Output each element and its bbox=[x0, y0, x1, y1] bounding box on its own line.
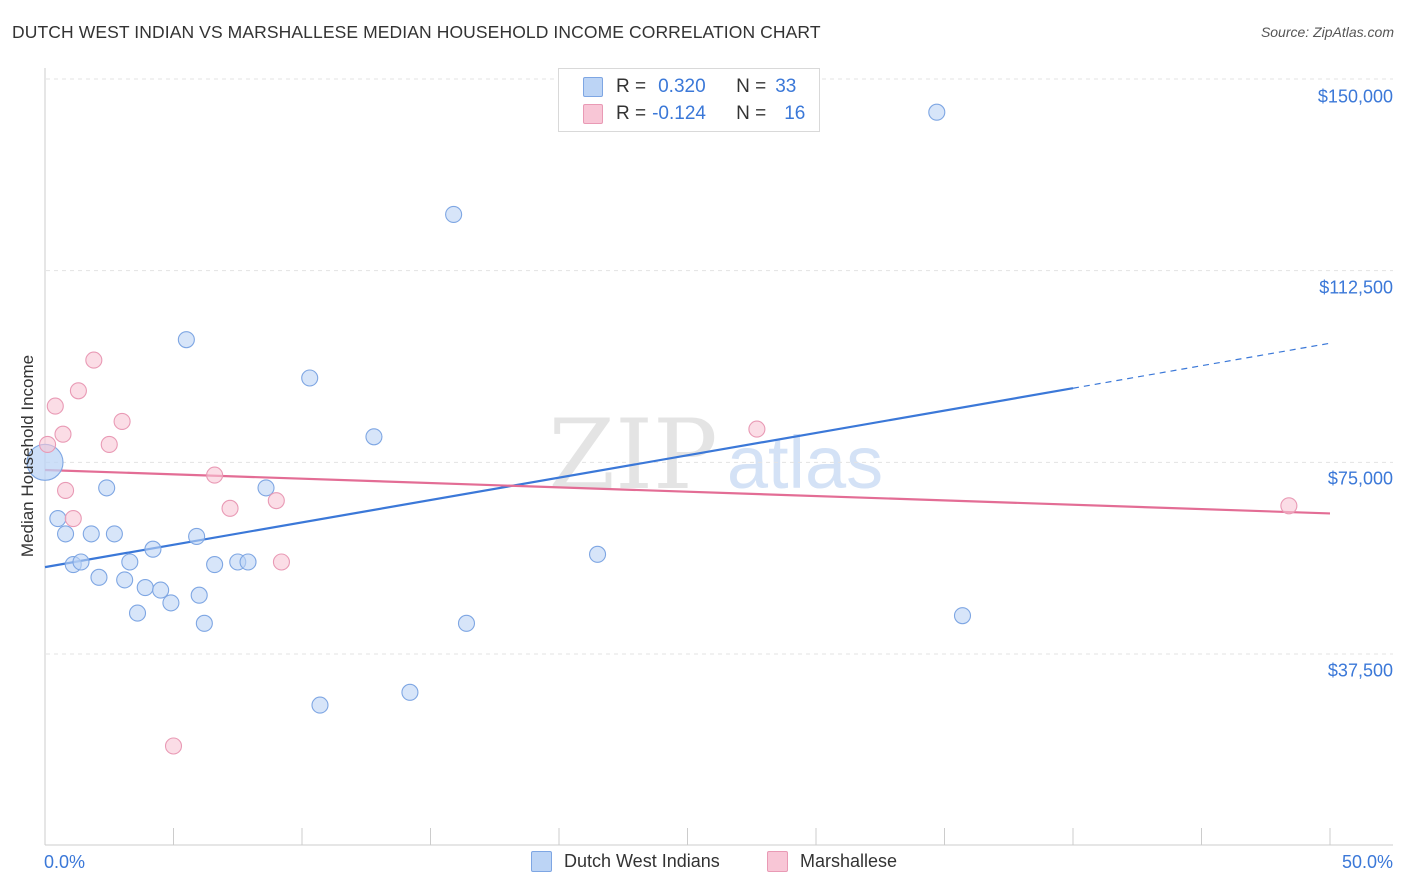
data-point-dutch-west-indians bbox=[162, 594, 180, 612]
y-tick-label: $75,000 bbox=[1327, 468, 1393, 489]
data-point-dutch-west-indians bbox=[57, 525, 75, 543]
data-point-marshallese bbox=[39, 435, 57, 453]
bottom-legend-dutch-west-indians: Dutch West Indians bbox=[531, 851, 720, 872]
data-point-marshallese bbox=[113, 412, 131, 430]
data-point-dutch-west-indians bbox=[121, 553, 139, 571]
legend-n-label: N = bbox=[736, 103, 767, 124]
data-point-dutch-west-indians bbox=[98, 479, 116, 497]
y-tick-label: $112,500 bbox=[1319, 277, 1393, 298]
trend-line-dutch-west-indians bbox=[44, 387, 1074, 569]
x-tick-label-min: 0.0% bbox=[44, 852, 86, 872]
data-point-dutch-west-indians bbox=[257, 479, 275, 497]
bottom-legend-swatch-blue bbox=[531, 851, 552, 872]
data-point-marshallese bbox=[164, 737, 183, 755]
data-point-marshallese bbox=[64, 510, 82, 528]
data-point-dutch-west-indians bbox=[116, 571, 134, 589]
chart-title: DUTCH WEST INDIAN VS MARSHALLESE MEDIAN … bbox=[12, 22, 821, 42]
data-point-dutch-west-indians bbox=[195, 614, 213, 632]
data-point-dutch-west-indians bbox=[953, 607, 972, 625]
data-point-marshallese bbox=[100, 435, 118, 453]
data-point-marshallese bbox=[221, 499, 239, 517]
data-point-dutch-west-indians bbox=[365, 428, 383, 446]
legend-row-dutch-west-indians: R = 0.320 N = 33 bbox=[583, 75, 796, 99]
y-axis-title: Median Household Income bbox=[18, 354, 37, 558]
data-point-dutch-west-indians bbox=[188, 527, 206, 545]
legend-n-value: 33 bbox=[775, 76, 797, 97]
data-point-marshallese bbox=[272, 553, 290, 571]
data-point-dutch-west-indians bbox=[311, 696, 329, 714]
data-point-dutch-west-indians bbox=[301, 369, 319, 387]
data-point-dutch-west-indians bbox=[190, 586, 208, 604]
bottom-legend-swatch-pink bbox=[767, 851, 788, 872]
data-point-dutch-west-indians bbox=[457, 614, 476, 632]
data-point-dutch-west-indians bbox=[177, 331, 195, 349]
x-tick-label-max: 50.0% bbox=[1341, 852, 1393, 872]
bottom-legend-label: Marshallese bbox=[800, 851, 898, 871]
data-point-dutch-west-indians bbox=[239, 553, 257, 571]
data-point-marshallese bbox=[69, 382, 87, 400]
data-point-dutch-west-indians bbox=[144, 540, 162, 558]
legend-n-value: 16 bbox=[784, 103, 806, 124]
source-label: Source: ZipAtlas.com bbox=[1260, 24, 1394, 40]
data-point-dutch-west-indians bbox=[82, 525, 100, 543]
legend-swatch-pink bbox=[583, 104, 603, 124]
legend-r-value: -0.124 bbox=[652, 103, 706, 124]
data-point-marshallese bbox=[85, 351, 103, 369]
trend-line-marshallese bbox=[44, 468, 1331, 515]
legend-r-value: 0.320 bbox=[658, 76, 706, 97]
data-point-marshallese bbox=[57, 481, 75, 499]
legend-r-label: R = bbox=[616, 103, 647, 124]
data-point-dutch-west-indians bbox=[136, 579, 154, 597]
legend-r-label: R = bbox=[616, 76, 647, 97]
data-point-dutch-west-indians bbox=[152, 581, 170, 599]
data-point-marshallese bbox=[748, 420, 766, 438]
y-tick-label: $150,000 bbox=[1317, 86, 1393, 107]
data-point-dutch-west-indians bbox=[588, 545, 607, 563]
data-point-marshallese bbox=[46, 397, 64, 415]
legend-swatch-blue bbox=[583, 77, 603, 97]
data-point-dutch-west-indians bbox=[90, 568, 108, 586]
data-point-dutch-west-indians bbox=[401, 683, 419, 701]
bottom-legend-marshallese: Marshallese bbox=[767, 851, 897, 872]
data-point-dutch-west-indians bbox=[105, 525, 123, 543]
data-point-dutch-west-indians bbox=[445, 205, 463, 223]
data-point-dutch-west-indians bbox=[128, 604, 147, 622]
data-point-marshallese bbox=[54, 425, 72, 443]
data-point-dutch-west-indians bbox=[206, 556, 224, 574]
data-point-dutch-west-indians bbox=[49, 510, 67, 528]
y-tick-label: $37,500 bbox=[1327, 660, 1393, 681]
data-point-dutch-west-indians bbox=[928, 103, 946, 121]
data-point-marshallese bbox=[267, 492, 285, 510]
legend-n-label: N = bbox=[736, 76, 767, 97]
data-point-marshallese bbox=[206, 466, 224, 484]
data-point-marshallese bbox=[1280, 497, 1298, 515]
legend-row-marshallese: R = -0.124 N = 16 bbox=[583, 102, 805, 126]
data-point-dutch-west-indians bbox=[72, 553, 90, 571]
bottom-legend-label: Dutch West Indians bbox=[564, 851, 720, 871]
trend-line-extension bbox=[1072, 342, 1331, 389]
correlation-legend: R = 0.320 N = 33 R = -0.124 N = 16 bbox=[558, 68, 820, 132]
